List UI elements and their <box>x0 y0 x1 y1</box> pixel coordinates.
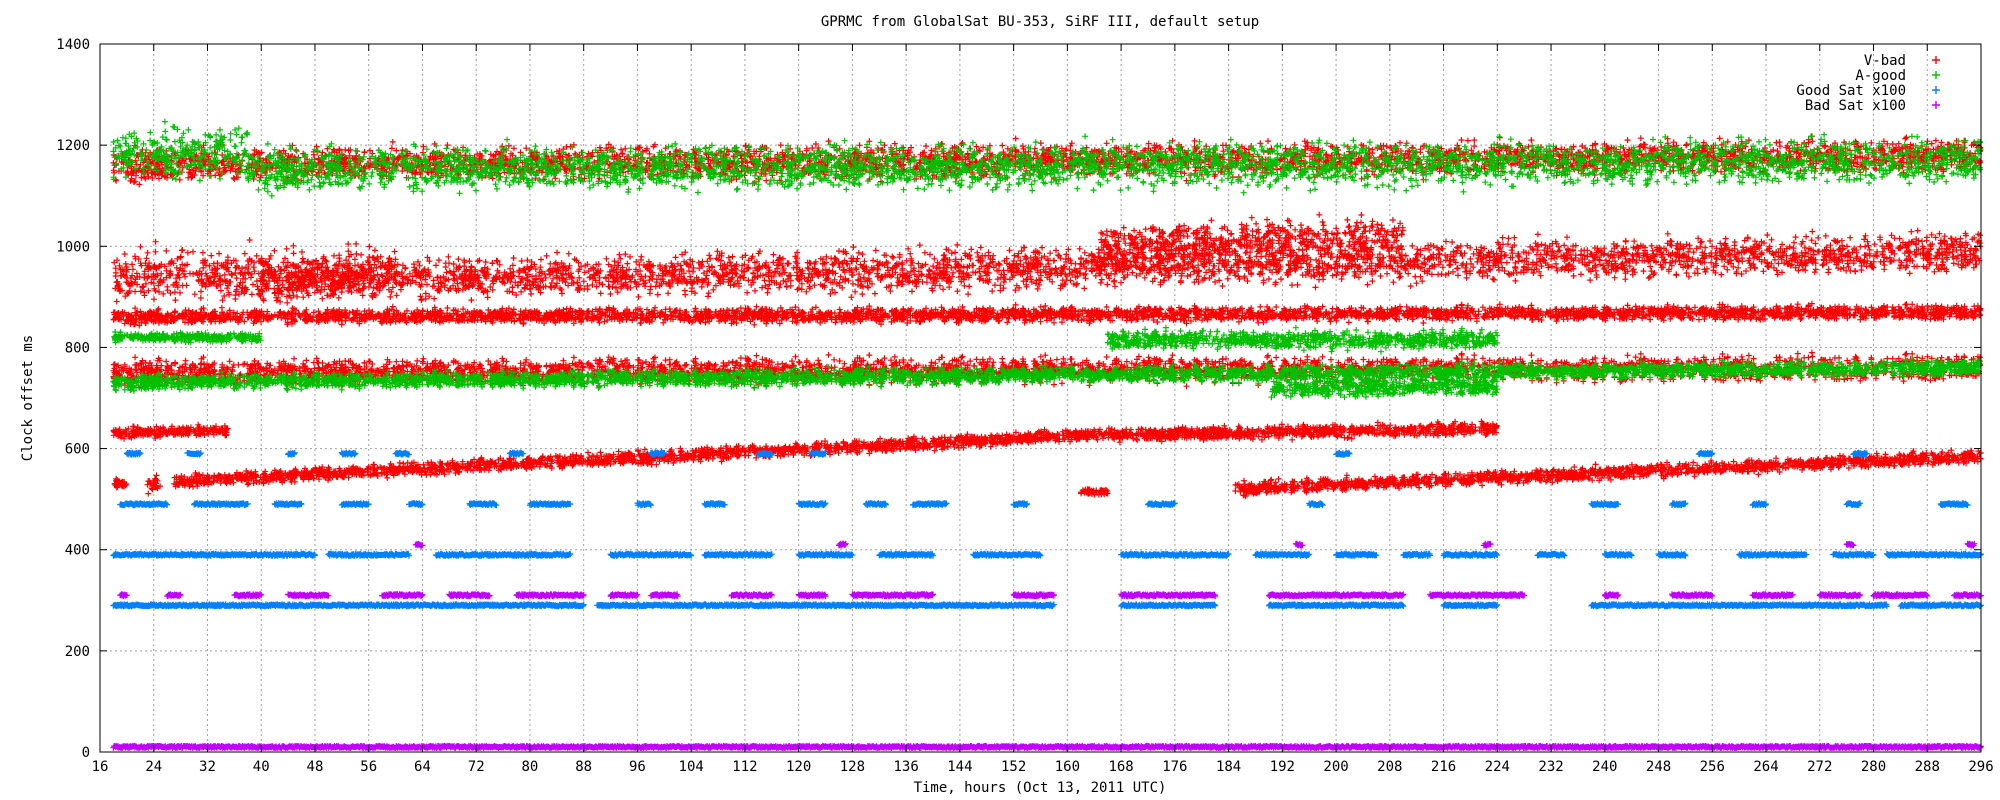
y-axis-label: Clock offset ms <box>20 335 36 461</box>
x-tick-label: 72 <box>468 759 485 775</box>
x-tick-label: 96 <box>629 759 646 775</box>
series-a-good <box>110 118 1984 401</box>
x-tick-label: 24 <box>145 759 162 775</box>
x-tick-label: 128 <box>840 759 865 775</box>
x-tick-label: 264 <box>1753 759 1778 775</box>
x-tick-label: 288 <box>1915 759 1940 775</box>
x-tick-label: 216 <box>1431 759 1456 775</box>
x-tick-label: 248 <box>1646 759 1671 775</box>
legend-label: V-bad <box>1864 53 1906 69</box>
x-tick-label: 48 <box>307 759 324 775</box>
x-tick-label: 272 <box>1807 759 1832 775</box>
x-axis-label: Time, hours (Oct 13, 2011 UTC) <box>914 780 1167 796</box>
x-tick-label: 280 <box>1861 759 1886 775</box>
x-tick-label: 136 <box>893 759 918 775</box>
y-tick-label: 1400 <box>56 37 90 53</box>
y-tick-label: 200 <box>65 644 90 660</box>
x-tick-label: 40 <box>253 759 270 775</box>
x-tick-label: 224 <box>1485 759 1510 775</box>
x-tick-label: 16 <box>92 759 109 775</box>
x-tick-label: 56 <box>360 759 377 775</box>
series-marks <box>110 133 1984 500</box>
legend-marker <box>1932 101 1940 109</box>
y-tick-label: 0 <box>82 745 90 761</box>
legend-marker <box>1932 86 1940 94</box>
x-tick-label: 32 <box>199 759 216 775</box>
series-marks <box>110 118 1984 401</box>
x-tick-label: 144 <box>947 759 972 775</box>
x-tick-label: 200 <box>1323 759 1348 775</box>
x-tick-label: 64 <box>414 759 431 775</box>
x-tick-label: 296 <box>1968 759 1993 775</box>
series-v-bad <box>110 133 1984 500</box>
y-tick-label: 1200 <box>56 138 90 154</box>
x-tick-label: 192 <box>1270 759 1295 775</box>
x-tick-label: 208 <box>1377 759 1402 775</box>
x-tick-label: 176 <box>1162 759 1187 775</box>
plot-frame <box>99 43 1982 753</box>
axis-ticks: 16 24 32 40 48 56 64 72 80 88 96 104 112 120 128 136 144… <box>56 37 1993 775</box>
legend-marker <box>1932 71 1940 79</box>
x-tick-label: 104 <box>679 759 704 775</box>
x-tick-label: 232 <box>1538 759 1563 775</box>
legend-marker <box>1932 56 1940 64</box>
chart-title: GPRMC from GlobalSat BU-353, SiRF III, d… <box>821 14 1259 30</box>
x-tick-label: 88 <box>575 759 592 775</box>
x-tick-label: 168 <box>1108 759 1133 775</box>
x-tick-label: 112 <box>732 759 757 775</box>
legend-label: A-good <box>1855 68 1906 84</box>
x-tick-label: 152 <box>1001 759 1026 775</box>
series-bad-sat-x100 <box>110 540 1984 751</box>
data-points <box>110 118 1984 751</box>
legend-label: Good Sat x100 <box>1796 83 1906 99</box>
x-tick-label: 240 <box>1592 759 1617 775</box>
x-tick-label: 120 <box>786 759 811 775</box>
x-tick-label: 184 <box>1216 759 1241 775</box>
y-tick-label: 400 <box>65 543 90 559</box>
y-tick-label: 800 <box>65 340 90 356</box>
x-tick-label: 80 <box>522 759 539 775</box>
y-tick-label: 600 <box>65 442 90 458</box>
y-tick-label: 1000 <box>56 239 90 255</box>
series-marks <box>110 540 1984 751</box>
x-tick-label: 256 <box>1700 759 1725 775</box>
legend-label: Bad Sat x100 <box>1805 98 1906 114</box>
x-tick-label: 160 <box>1055 759 1080 775</box>
